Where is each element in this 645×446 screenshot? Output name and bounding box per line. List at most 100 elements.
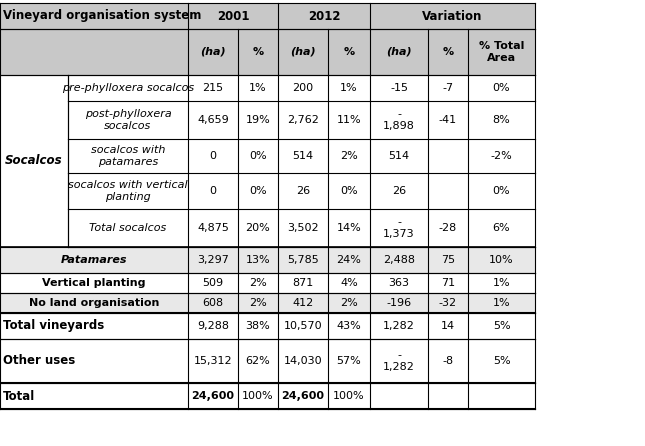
Text: 14,030: 14,030 bbox=[284, 356, 322, 366]
Text: Total: Total bbox=[3, 389, 35, 402]
Text: 5%: 5% bbox=[493, 356, 510, 366]
Text: 13%: 13% bbox=[246, 255, 270, 265]
Text: 57%: 57% bbox=[337, 356, 361, 366]
Bar bbox=[0, 29, 535, 75]
Text: (ha): (ha) bbox=[200, 47, 226, 57]
Text: 2%: 2% bbox=[340, 298, 358, 308]
Text: 215: 215 bbox=[203, 83, 224, 93]
Text: 8%: 8% bbox=[493, 115, 510, 125]
Text: 1,282: 1,282 bbox=[383, 321, 415, 331]
Text: -
1,282: - 1,282 bbox=[383, 350, 415, 372]
Text: 19%: 19% bbox=[246, 115, 270, 125]
Text: -28: -28 bbox=[439, 223, 457, 233]
Text: 0%: 0% bbox=[340, 186, 358, 196]
Text: 5%: 5% bbox=[493, 321, 510, 331]
Text: 0: 0 bbox=[210, 186, 217, 196]
Text: -41: -41 bbox=[439, 115, 457, 125]
Text: 11%: 11% bbox=[337, 115, 361, 125]
Text: 26: 26 bbox=[296, 186, 310, 196]
Bar bbox=[68, 75, 535, 101]
Text: 509: 509 bbox=[203, 278, 224, 288]
Text: 24%: 24% bbox=[337, 255, 361, 265]
Text: 10%: 10% bbox=[489, 255, 514, 265]
Text: Total vineyards: Total vineyards bbox=[3, 319, 104, 333]
Text: Total socalcos: Total socalcos bbox=[90, 223, 166, 233]
Text: 62%: 62% bbox=[246, 356, 270, 366]
Text: 15,312: 15,312 bbox=[194, 356, 232, 366]
Text: -7: -7 bbox=[442, 83, 453, 93]
Bar bbox=[68, 209, 535, 247]
Text: 26: 26 bbox=[392, 186, 406, 196]
Text: No land organisation: No land organisation bbox=[29, 298, 159, 308]
Text: 2%: 2% bbox=[340, 151, 358, 161]
Text: 2%: 2% bbox=[249, 298, 267, 308]
Text: -
1,898: - 1,898 bbox=[383, 109, 415, 131]
Text: 3,297: 3,297 bbox=[197, 255, 229, 265]
Text: post-phylloxera
socalcos: post-phylloxera socalcos bbox=[84, 109, 172, 131]
Text: Vineyard organisation system: Vineyard organisation system bbox=[3, 9, 201, 22]
Text: %: % bbox=[252, 47, 264, 57]
Text: 608: 608 bbox=[203, 298, 224, 308]
Text: 24,600: 24,600 bbox=[281, 391, 324, 401]
Text: 14%: 14% bbox=[337, 223, 361, 233]
Text: Socalcos: Socalcos bbox=[5, 154, 63, 168]
Text: -32: -32 bbox=[439, 298, 457, 308]
Text: 200: 200 bbox=[292, 83, 313, 93]
Text: 75: 75 bbox=[441, 255, 455, 265]
Text: 6%: 6% bbox=[493, 223, 510, 233]
Text: 9,288: 9,288 bbox=[197, 321, 229, 331]
Text: 1%: 1% bbox=[493, 278, 510, 288]
Text: 100%: 100% bbox=[333, 391, 365, 401]
Text: socalcos with vertical
planting: socalcos with vertical planting bbox=[68, 180, 188, 202]
Text: 38%: 38% bbox=[246, 321, 270, 331]
Bar bbox=[68, 101, 535, 139]
Text: pre-phylloxera socalcos: pre-phylloxera socalcos bbox=[62, 83, 194, 93]
Bar bbox=[0, 3, 535, 29]
Text: 2012: 2012 bbox=[308, 9, 341, 22]
Text: 24,600: 24,600 bbox=[192, 391, 235, 401]
Text: socalcos with
patamares: socalcos with patamares bbox=[91, 145, 165, 167]
Text: 0: 0 bbox=[210, 151, 217, 161]
Text: 363: 363 bbox=[388, 278, 410, 288]
Text: 0%: 0% bbox=[493, 83, 510, 93]
Text: 2001: 2001 bbox=[217, 9, 249, 22]
Text: %: % bbox=[442, 47, 453, 57]
Bar bbox=[0, 293, 535, 313]
Text: 1%: 1% bbox=[249, 83, 267, 93]
Text: 412: 412 bbox=[292, 298, 313, 308]
Text: Other uses: Other uses bbox=[3, 355, 75, 368]
Text: -
1,373: - 1,373 bbox=[383, 217, 415, 239]
Text: 1%: 1% bbox=[340, 83, 358, 93]
Text: %: % bbox=[343, 47, 355, 57]
Bar bbox=[0, 339, 535, 383]
Bar bbox=[0, 383, 535, 409]
Text: 1%: 1% bbox=[493, 298, 510, 308]
Text: 2,488: 2,488 bbox=[383, 255, 415, 265]
Text: 20%: 20% bbox=[246, 223, 270, 233]
Text: 2%: 2% bbox=[249, 278, 267, 288]
Text: 871: 871 bbox=[292, 278, 313, 288]
Text: 100%: 100% bbox=[242, 391, 274, 401]
Text: 3,502: 3,502 bbox=[287, 223, 319, 233]
Text: % Total
Area: % Total Area bbox=[479, 41, 524, 63]
Text: Variation: Variation bbox=[422, 9, 482, 22]
Text: 14: 14 bbox=[441, 321, 455, 331]
Text: 2,762: 2,762 bbox=[287, 115, 319, 125]
Bar bbox=[68, 139, 535, 173]
Text: (ha): (ha) bbox=[290, 47, 316, 57]
Text: 4%: 4% bbox=[340, 278, 358, 288]
Text: 514: 514 bbox=[292, 151, 313, 161]
Text: -2%: -2% bbox=[491, 151, 512, 161]
Text: 5,785: 5,785 bbox=[287, 255, 319, 265]
Bar bbox=[0, 273, 535, 293]
Text: 0%: 0% bbox=[493, 186, 510, 196]
Bar bbox=[0, 313, 535, 339]
Text: 0%: 0% bbox=[249, 186, 267, 196]
Text: 4,659: 4,659 bbox=[197, 115, 229, 125]
Bar bbox=[68, 173, 535, 209]
Bar bbox=[0, 75, 68, 247]
Text: 43%: 43% bbox=[337, 321, 361, 331]
Text: 71: 71 bbox=[441, 278, 455, 288]
Text: Patamares: Patamares bbox=[61, 255, 127, 265]
Text: 514: 514 bbox=[388, 151, 410, 161]
